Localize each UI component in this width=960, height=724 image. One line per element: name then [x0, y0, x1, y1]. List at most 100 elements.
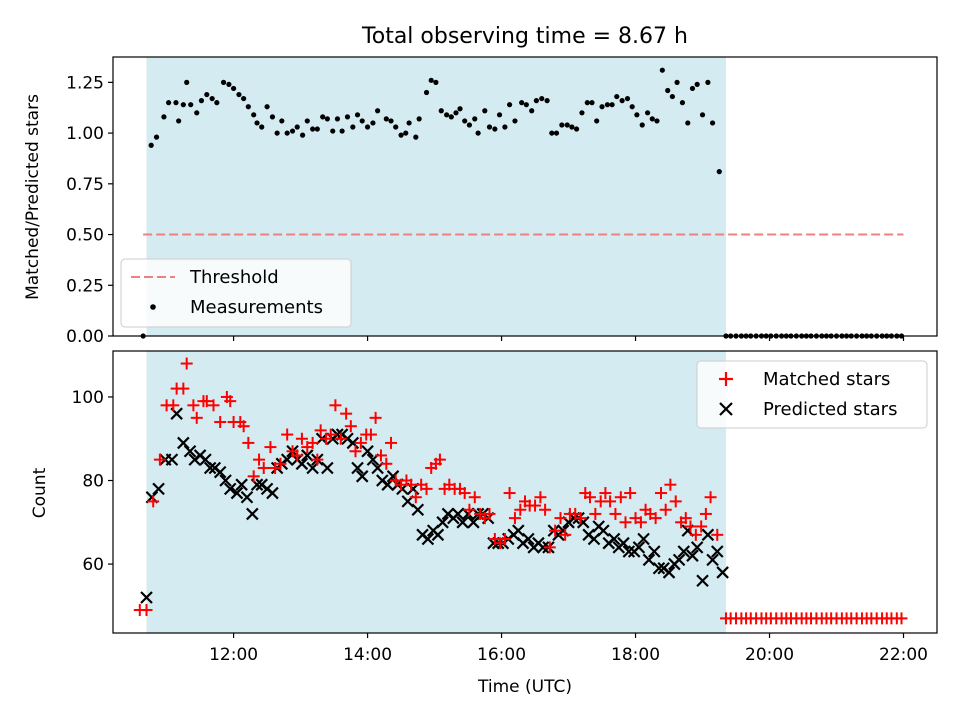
- ratio-x-axis-ticks: [232, 336, 905, 341]
- matched-star-point: [187, 399, 200, 412]
- measurement-point: [599, 104, 605, 110]
- measurement-point: [544, 98, 550, 104]
- measurement-point: [472, 116, 478, 122]
- predicted-star-point: [607, 532, 621, 546]
- measurement-point: [529, 108, 535, 114]
- predicted-star-point: [536, 541, 550, 554]
- predicted-star-point: [230, 486, 244, 500]
- measurement-point: [289, 128, 296, 134]
- measurement-point: [475, 130, 481, 136]
- matched-star-point: [224, 395, 237, 408]
- x-tick-label: 20:00: [745, 645, 794, 665]
- matched-star-point: [589, 507, 602, 520]
- measurement-point: [180, 102, 186, 108]
- measurement-point: [279, 118, 285, 124]
- measurement-point: [344, 114, 351, 120]
- measurement-point: [689, 85, 696, 92]
- x-tick-label: 22:00: [879, 645, 928, 665]
- measurement-point: [709, 120, 716, 126]
- matched-star-point: [409, 491, 422, 504]
- measurement-point: [674, 79, 680, 85]
- measurement-point: [230, 85, 237, 92]
- measurement-point: [214, 100, 220, 106]
- measurement-point: [669, 93, 675, 100]
- predicted-star-point: [716, 566, 729, 579]
- measurement-point: [639, 122, 645, 128]
- predicted-star-point: [696, 574, 709, 588]
- matched-star-point: [237, 420, 250, 433]
- legend-threshold-label: Threshold: [189, 267, 279, 288]
- count-y-tick-label: 100: [72, 388, 104, 408]
- matched-star-point: [433, 453, 446, 466]
- x-tick-label: 16:00: [477, 645, 526, 665]
- matched-star-point: [468, 491, 481, 504]
- measurement-point: [519, 100, 525, 106]
- measurement-point: [619, 98, 625, 104]
- predicted-star-point: [235, 478, 248, 491]
- measurement-point: [559, 122, 565, 128]
- matched-star-point: [405, 478, 418, 491]
- matched-star-point: [654, 487, 667, 500]
- measurement-point: [194, 110, 200, 116]
- matched-star-point: [242, 436, 255, 449]
- predicted-star-point: [617, 536, 630, 550]
- measurement-point: [486, 124, 493, 130]
- matched-star-point: [167, 399, 180, 412]
- measurement-point: [241, 95, 247, 102]
- predicted-star-point: [177, 436, 190, 450]
- count-legend: Matched stars Predicted stars: [696, 360, 928, 429]
- matched-star-point: [529, 499, 542, 512]
- count-y-axis-label: Count: [30, 467, 50, 518]
- measurement-point: [539, 95, 545, 102]
- predicted-star-point: [140, 591, 153, 604]
- measurement-point: [364, 124, 371, 130]
- ratio-panel-frame: [112, 56, 938, 337]
- matched-star-point: [679, 512, 692, 525]
- measurement-point: [413, 134, 419, 140]
- measurement-point: [564, 122, 570, 128]
- measurement-point: [549, 130, 555, 136]
- measurement-point: [176, 118, 182, 124]
- measurement-point: [679, 100, 686, 106]
- measurement-point: [453, 110, 459, 116]
- predicted-star-point: [266, 486, 279, 500]
- measurement-point: [466, 122, 472, 128]
- matched-star-point: [264, 441, 277, 454]
- ratio-y-tick-label: 0.00: [66, 327, 104, 347]
- measurement-point: [579, 110, 585, 116]
- predicted-star-point: [690, 541, 704, 554]
- measurement-point: [284, 130, 290, 136]
- measurement-point: [448, 114, 454, 120]
- ratio-y-tick-label: 0.25: [66, 276, 104, 296]
- matched-star-point: [311, 453, 324, 466]
- matched-star-point: [483, 507, 496, 520]
- ratio-y-axis-ticks: 0.00 0.25 0.50 0.75 1.00 1.25: [66, 73, 113, 347]
- ratio-legend-box: [120, 258, 352, 328]
- measurement-point: [416, 116, 422, 122]
- matched-star-point: [190, 411, 203, 424]
- count-legend-box: [696, 360, 928, 429]
- measurement-point: [254, 120, 260, 126]
- measurement-point: [383, 116, 389, 122]
- predicted-star-point: [701, 528, 715, 542]
- legend-matched-swatch: [719, 372, 733, 386]
- matched-star-point: [684, 520, 697, 533]
- measurement-point: [573, 126, 580, 132]
- measurement-point: [685, 120, 691, 126]
- matched-star-point: [253, 453, 266, 466]
- measurement-point: [609, 102, 615, 108]
- count-y-tick-label: 80: [82, 472, 104, 492]
- x-tick-label: 14:00: [343, 645, 392, 665]
- measurement-point: [644, 110, 651, 116]
- measurement-point: [694, 81, 700, 87]
- measurement-point: [264, 104, 270, 110]
- measurement-point: [533, 98, 539, 104]
- matched-star-point: [559, 528, 572, 541]
- measurement-point: [148, 142, 154, 148]
- measurement-point: [654, 118, 660, 124]
- matched-star-point: [599, 487, 612, 500]
- matched-star-point: [609, 507, 622, 520]
- measurement-point: [614, 93, 620, 100]
- measurement-point: [457, 106, 463, 112]
